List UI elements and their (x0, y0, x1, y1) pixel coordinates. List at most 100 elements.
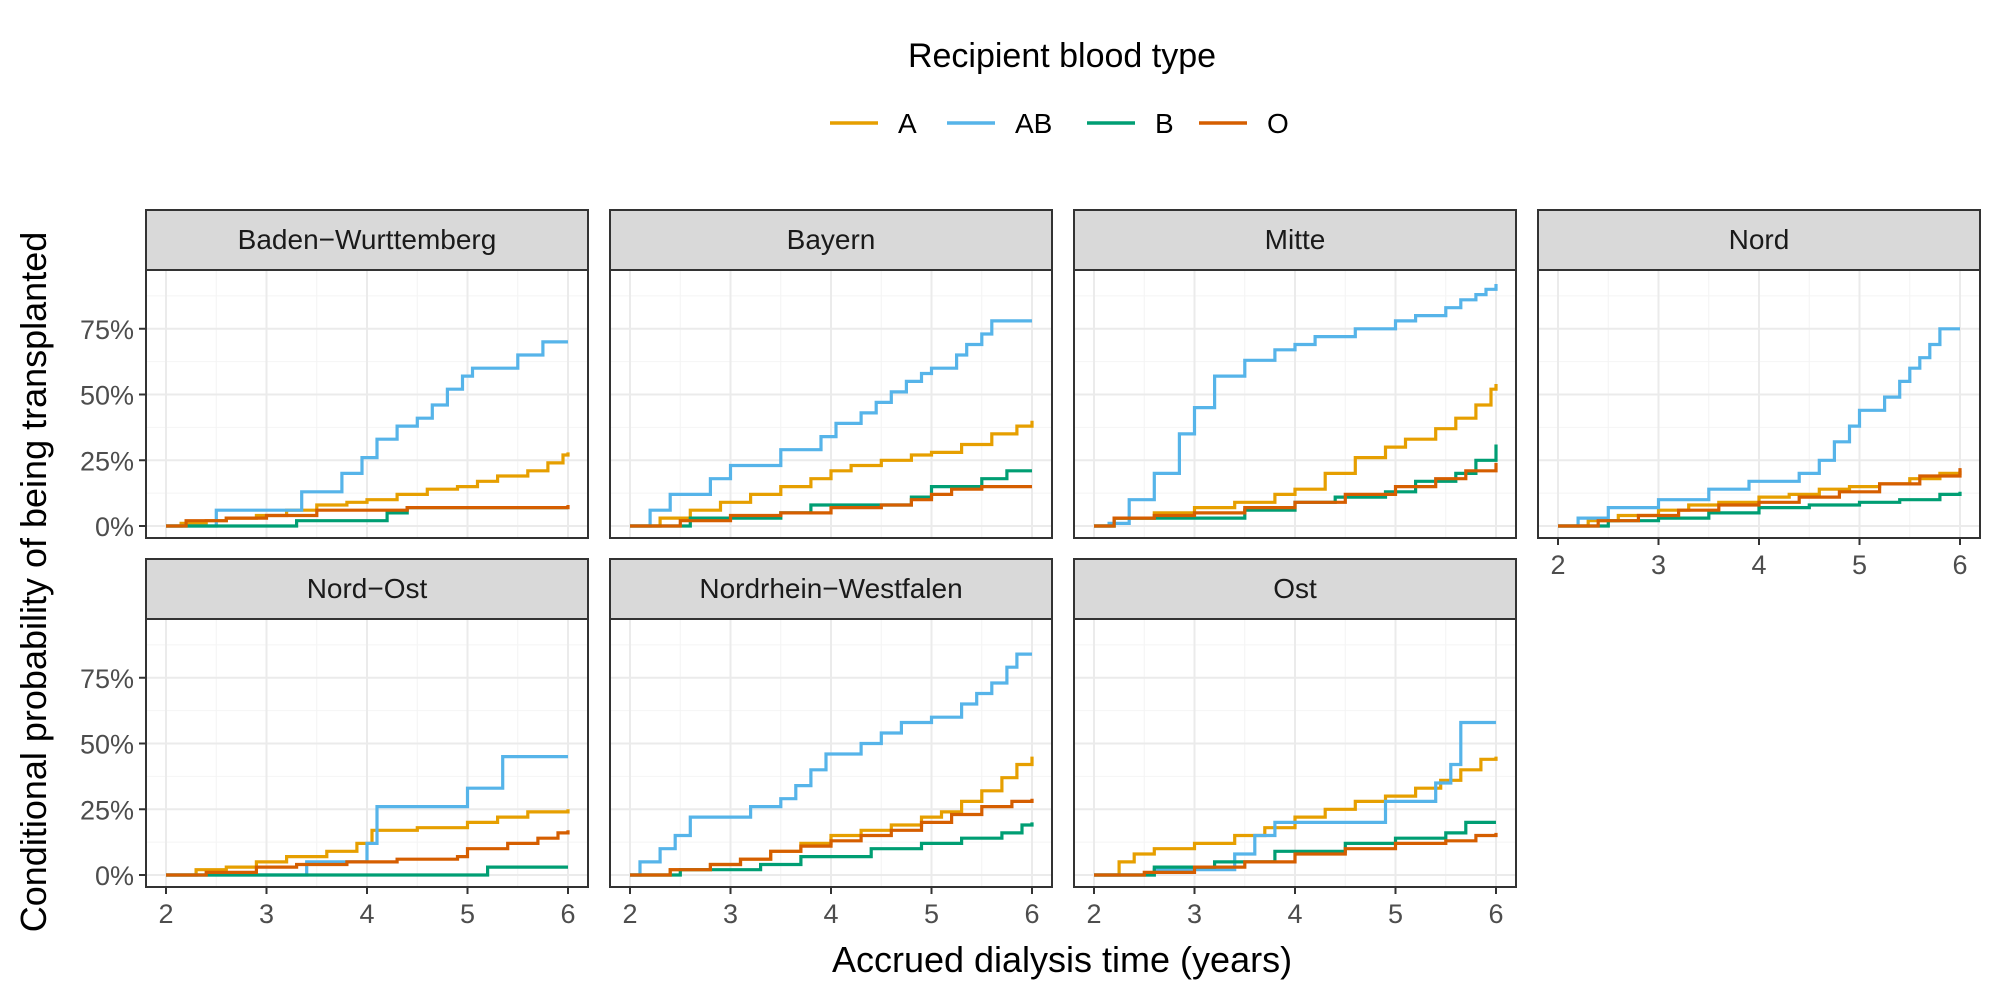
series-line-ab (166, 340, 568, 528)
x-tick-label: 6 (1024, 899, 1039, 929)
x-tick-label: 6 (1488, 899, 1503, 929)
series-line-o (630, 485, 1032, 528)
legend-item-a: A (830, 108, 917, 139)
series-line-a (1558, 470, 1962, 528)
y-tick-label: 0% (95, 861, 134, 891)
y-tick-label: 25% (80, 795, 134, 825)
panel-series (1558, 327, 1962, 528)
series-line-b (166, 865, 568, 877)
series-line-ab (630, 652, 1032, 877)
panel-strip (145, 558, 589, 620)
series-line-ab (1094, 284, 1498, 528)
y-axis: 0% 25% 50% 75% (80, 315, 146, 542)
x-tick-label: 5 (924, 899, 939, 929)
panel-title: Nord (1729, 224, 1790, 255)
legend-item-o: O (1199, 108, 1289, 139)
panel-grid (1074, 270, 1516, 538)
y-tick-label: 25% (80, 446, 134, 476)
panel-title: Bayern (787, 224, 876, 255)
panel-strip (609, 558, 1053, 620)
panel-mitte: Mitte (1073, 209, 1517, 539)
panel-border (145, 269, 589, 539)
x-tick-label: 5 (1852, 550, 1867, 580)
x-tick-label: 2 (1086, 899, 1101, 929)
series-line-o (1094, 832, 1498, 877)
legend-entries: A AB B O (830, 108, 1289, 139)
legend-item-ab: AB (947, 108, 1052, 139)
x-tick-label: 4 (359, 899, 374, 929)
panel-strip (1073, 209, 1517, 271)
panel-border (609, 269, 1053, 539)
panel-title: Nord−Ost (307, 573, 428, 604)
series-line-o (1094, 462, 1498, 528)
panel-nord: Nord (1537, 209, 1981, 539)
series-line-o (630, 798, 1034, 877)
y-axis: 0% 25% 50% 75% (80, 664, 146, 891)
panel-series (1094, 284, 1498, 528)
panel-ost: Ost (1073, 558, 1517, 888)
panel-strip (1073, 558, 1517, 620)
facet-panels: Baden−Wurttemberg Bayern Mitte Nord Nord−Ost… (145, 209, 1981, 888)
x-axes: 2 3 4 5 6 2 3 4 5 6 2 3 4 5 6 2 3 4 5 6 (158, 538, 1968, 929)
panel-series (630, 319, 1034, 528)
legend: Recipient blood type A AB B O (830, 37, 1289, 139)
series-line-b (1094, 444, 1498, 528)
x-tick-label: 3 (259, 899, 274, 929)
x-axis: 2 3 4 5 6 (158, 887, 576, 929)
series-line-a (630, 420, 1034, 528)
y-axis-title: Conditional probability of being transpl… (13, 232, 54, 932)
series-line-ab (630, 319, 1032, 528)
series-line-a (166, 809, 570, 877)
panel-title: Nordrhein−Westfalen (699, 573, 962, 604)
panel-strip (145, 209, 589, 271)
y-tick-label: 0% (95, 512, 134, 542)
panel-grid (610, 619, 1052, 887)
panel-series (1094, 720, 1498, 877)
panel-series (166, 755, 570, 877)
x-tick-label: 2 (158, 899, 173, 929)
panel-nord-ost: Nord−Ost (145, 558, 589, 888)
series-line-o (166, 830, 570, 877)
x-tick-label: 4 (823, 899, 838, 929)
panel-border (1073, 269, 1517, 539)
panel-baden-wurttemberg: Baden−Wurttemberg (145, 209, 589, 539)
x-tick-label: 3 (723, 899, 738, 929)
x-tick-label: 4 (1287, 899, 1302, 929)
x-axis: 2 3 4 5 6 (1086, 887, 1504, 929)
panel-strip (1537, 209, 1981, 271)
legend-label-b: B (1155, 108, 1174, 139)
series-line-ab (1094, 720, 1496, 877)
legend-item-b: B (1087, 108, 1174, 139)
y-tick-label: 75% (80, 315, 134, 345)
legend-label-ab: AB (1015, 108, 1052, 139)
series-line-ab (1558, 327, 1960, 528)
series-line-o (1558, 468, 1962, 528)
x-tick-label: 6 (1952, 550, 1967, 580)
x-tick-label: 5 (1388, 899, 1403, 929)
x-axis-title: Accrued dialysis time (years) (832, 939, 1292, 980)
x-axis: 2 3 4 5 6 (1550, 538, 1968, 580)
x-tick-label: 4 (1751, 550, 1766, 580)
x-tick-label: 6 (560, 899, 575, 929)
x-tick-label: 5 (460, 899, 475, 929)
series-line-o (166, 505, 570, 528)
panel-nordrhein-westfalen: Nordrhein−Westfalen (609, 558, 1053, 888)
y-axes: 0% 25% 50% 75% 0% 25% 50% 75% (80, 315, 146, 891)
panel-title: Mitte (1265, 224, 1326, 255)
y-tick-label: 75% (80, 664, 134, 694)
legend-label-a: A (898, 108, 917, 139)
panel-bayern: Bayern (609, 209, 1053, 539)
legend-label-o: O (1267, 108, 1289, 139)
panel-title: Baden−Wurttemberg (238, 224, 497, 255)
y-tick-label: 50% (80, 730, 134, 760)
series-line-b (1558, 491, 1962, 528)
x-axis: 2 3 4 5 6 (622, 887, 1040, 929)
panel-grid (610, 270, 1052, 538)
panel-series (166, 340, 570, 528)
panel-series (630, 652, 1034, 877)
x-tick-label: 2 (1550, 550, 1565, 580)
legend-title: Recipient blood type (908, 37, 1216, 75)
series-line-b (630, 822, 1034, 877)
x-tick-label: 2 (622, 899, 637, 929)
